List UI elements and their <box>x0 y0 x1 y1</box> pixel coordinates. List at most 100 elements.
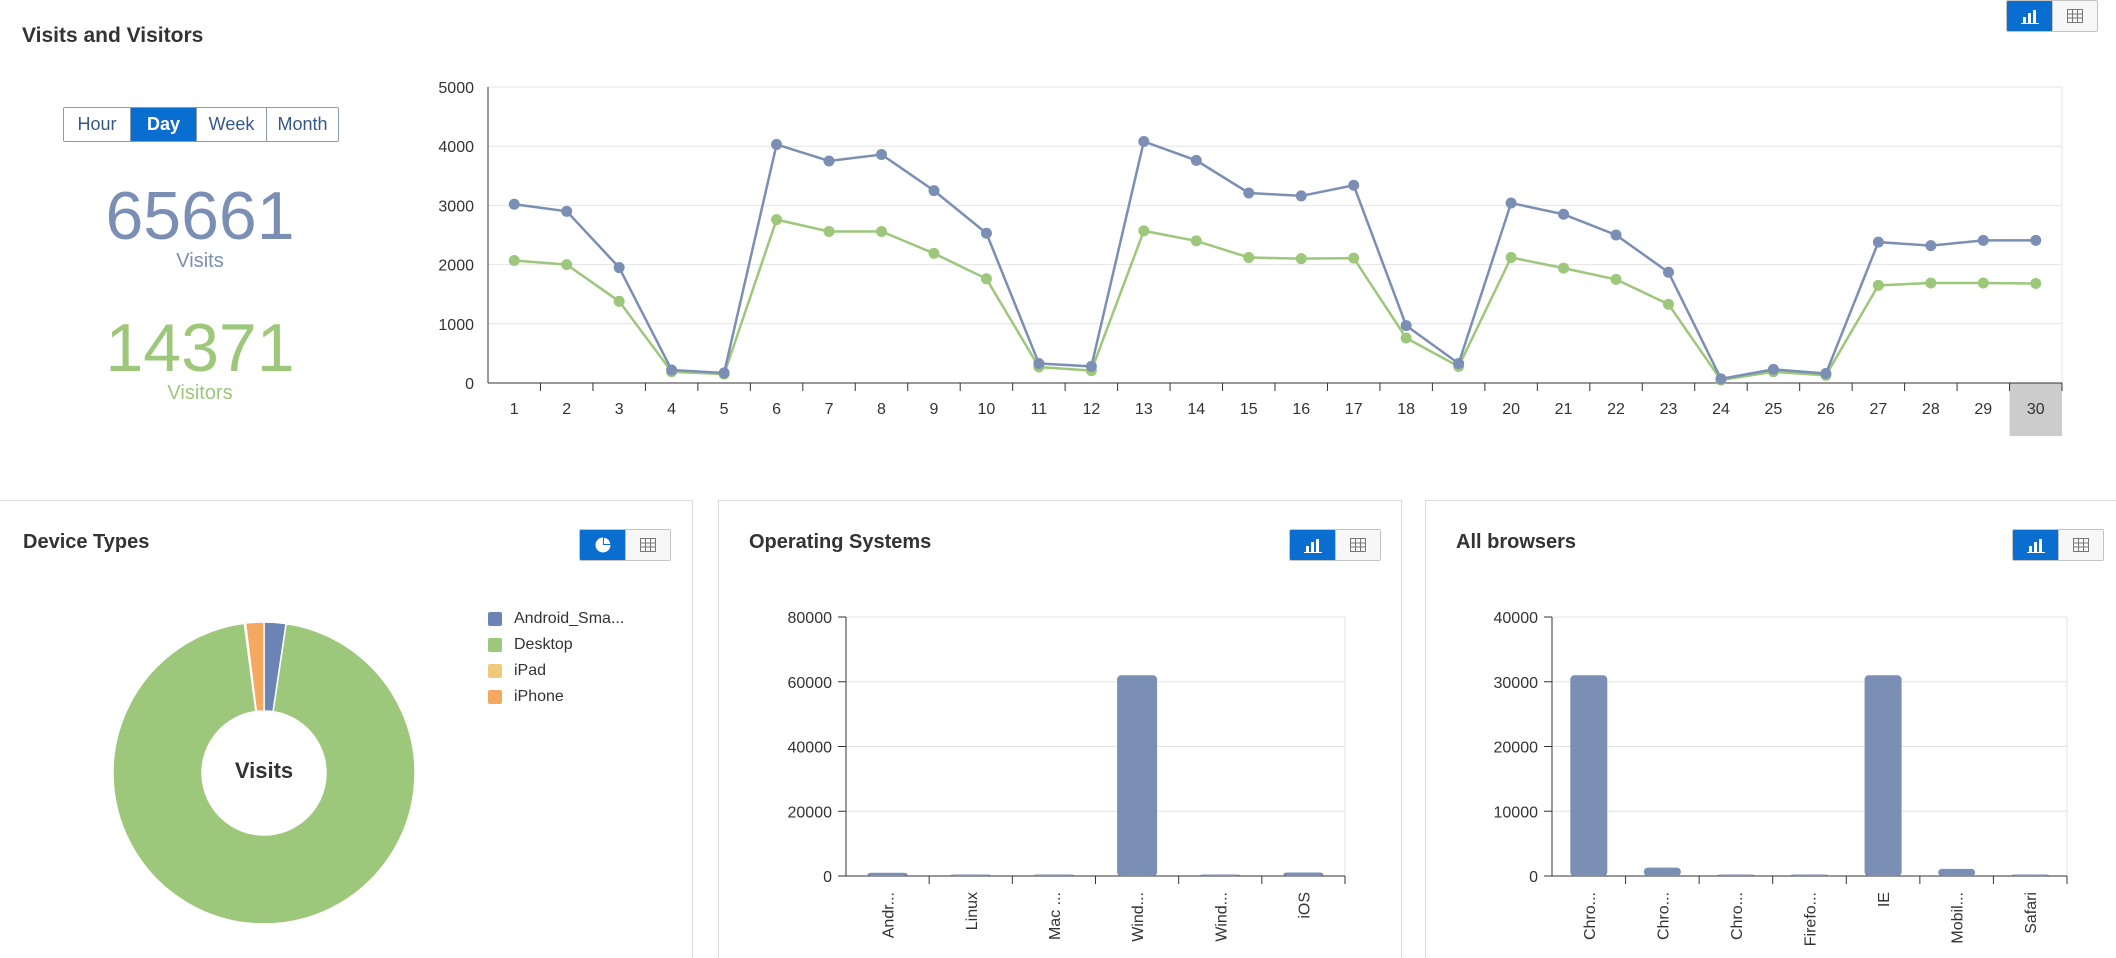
y-tick-label: 5000 <box>438 80 474 97</box>
data-point-visits <box>771 138 783 150</box>
data-point-visits <box>1085 360 1097 372</box>
legend-label: iPhone <box>514 688 564 705</box>
data-point-visitors <box>508 254 520 266</box>
x-tick-label: 10 <box>978 401 996 418</box>
period-hour-button[interactable]: Hour <box>64 108 130 141</box>
x-tick-label: Wind... <box>1213 892 1230 942</box>
x-tick-label: Chro... <box>1729 892 1746 940</box>
chart-view-button[interactable] <box>2007 1 2052 31</box>
series-line-visitors <box>514 218 2036 382</box>
y-tick-label: 20000 <box>1494 740 1539 757</box>
browser-bar <box>1717 874 1755 876</box>
operating-systems-bar-chart: 0 20000 40000 60000 80000 Andr... Linux Mac ...… <box>788 610 1346 942</box>
x-tick-label: 15 <box>1240 401 1258 418</box>
legend-item[interactable]: iPhone <box>488 684 624 710</box>
x-tick-label: 4 <box>667 401 676 418</box>
x-tick-label: 20 <box>1502 401 1520 418</box>
table-view-button[interactable] <box>2052 1 2097 31</box>
donut-center-label: Visits <box>234 758 294 783</box>
os-bar <box>1283 872 1324 876</box>
series-line-visits <box>514 139 2036 381</box>
x-tick-label: 23 <box>1660 401 1678 418</box>
table-icon <box>640 538 656 552</box>
data-point-visits <box>613 262 625 274</box>
os-bar <box>867 872 908 876</box>
browser-bar <box>1643 867 1681 876</box>
period-day-button[interactable]: Day <box>130 108 196 141</box>
data-point-visits <box>1348 179 1360 191</box>
legend-swatch <box>488 638 502 652</box>
data-point-visitors <box>1190 235 1202 247</box>
period-selector: Hour Day Week Month <box>63 107 339 142</box>
x-tick-label: Firefo... <box>1803 892 1820 946</box>
os-table-view-button[interactable] <box>1335 530 1380 560</box>
y-tick-label: 0 <box>1529 869 1538 886</box>
pie-chart-icon <box>595 537 610 553</box>
legend-label: Android_Sma... <box>514 610 625 627</box>
bar-chart-icon <box>2020 10 2039 24</box>
y-tick-label: 40000 <box>788 740 833 757</box>
y-tick-label: 2000 <box>438 258 474 275</box>
browser-bar <box>2011 874 2049 876</box>
legend-item[interactable]: iPad <box>488 658 624 684</box>
x-tick-label: 25 <box>1765 401 1783 418</box>
data-point-visitors <box>1505 251 1517 263</box>
legend-swatch <box>488 664 502 678</box>
x-tick-label: 7 <box>825 401 834 418</box>
browser-chart-view-button[interactable] <box>2013 530 2058 560</box>
data-point-visitors <box>1138 225 1150 237</box>
data-point-visitors <box>561 259 573 271</box>
legend-item[interactable]: Desktop <box>488 632 624 658</box>
data-point-visitors <box>928 247 940 259</box>
data-point-visits <box>1295 190 1307 202</box>
main-view-toggle <box>2006 0 2098 32</box>
x-tick-label: 6 <box>772 401 781 418</box>
data-point-visits <box>2030 234 2042 246</box>
x-tick-label: 11 <box>1031 401 1048 418</box>
data-point-visitors <box>1348 252 1360 264</box>
browser-bar <box>1938 868 1976 876</box>
browser-table-view-button[interactable] <box>2058 530 2103 560</box>
x-tick-label: 22 <box>1607 401 1625 418</box>
selected-column-highlight <box>2009 383 2062 436</box>
data-point-visits <box>718 367 730 379</box>
x-tick-label: 21 <box>1555 401 1573 418</box>
table-icon <box>2073 538 2089 552</box>
data-point-visitors <box>1400 332 1412 344</box>
x-tick-label: 12 <box>1082 401 1100 418</box>
os-bar <box>950 874 991 876</box>
x-tick-label: 24 <box>1712 401 1730 418</box>
visitors-label: Visitors <box>167 382 233 404</box>
os-chart-view-button[interactable] <box>1290 530 1335 560</box>
data-point-visits <box>1925 240 1937 252</box>
os-view-toggle <box>1289 529 1381 561</box>
all-browsers-title: All browsers <box>1456 531 1577 553</box>
x-tick-label: 29 <box>1974 401 1992 418</box>
x-tick-label: 18 <box>1397 401 1415 418</box>
x-tick-label: 19 <box>1450 401 1468 418</box>
period-month-button[interactable]: Month <box>266 108 338 141</box>
legend-item[interactable]: Android_Sma... <box>488 606 624 632</box>
page-title: Visits and Visitors <box>22 24 204 47</box>
x-tick-label: Chro... <box>1582 892 1599 940</box>
x-tick-label: 30 <box>2027 401 2045 418</box>
data-point-visitors <box>876 225 887 237</box>
data-point-visits <box>1505 197 1517 209</box>
data-point-visitors <box>613 295 625 307</box>
device-table-view-button[interactable] <box>625 530 670 560</box>
device-types-title: Device Types <box>23 531 150 553</box>
all-browsers-panel: All browsers <box>1425 500 2116 958</box>
pie-view-button[interactable] <box>580 530 625 560</box>
x-tick-label: Mac ... <box>1047 892 1064 940</box>
bar-chart-icon <box>1303 539 1322 553</box>
data-point-visits <box>1453 357 1465 369</box>
visits-value: 65661 <box>105 178 295 254</box>
x-tick-label: 8 <box>877 401 886 418</box>
period-week-button[interactable]: Week <box>196 108 266 141</box>
y-tick-label: 30000 <box>1494 675 1539 692</box>
x-tick-label: Linux <box>964 892 981 930</box>
x-tick-label: 28 <box>1922 401 1940 418</box>
x-tick-label: Chro... <box>1655 892 1672 940</box>
browser-bar <box>1570 675 1608 876</box>
